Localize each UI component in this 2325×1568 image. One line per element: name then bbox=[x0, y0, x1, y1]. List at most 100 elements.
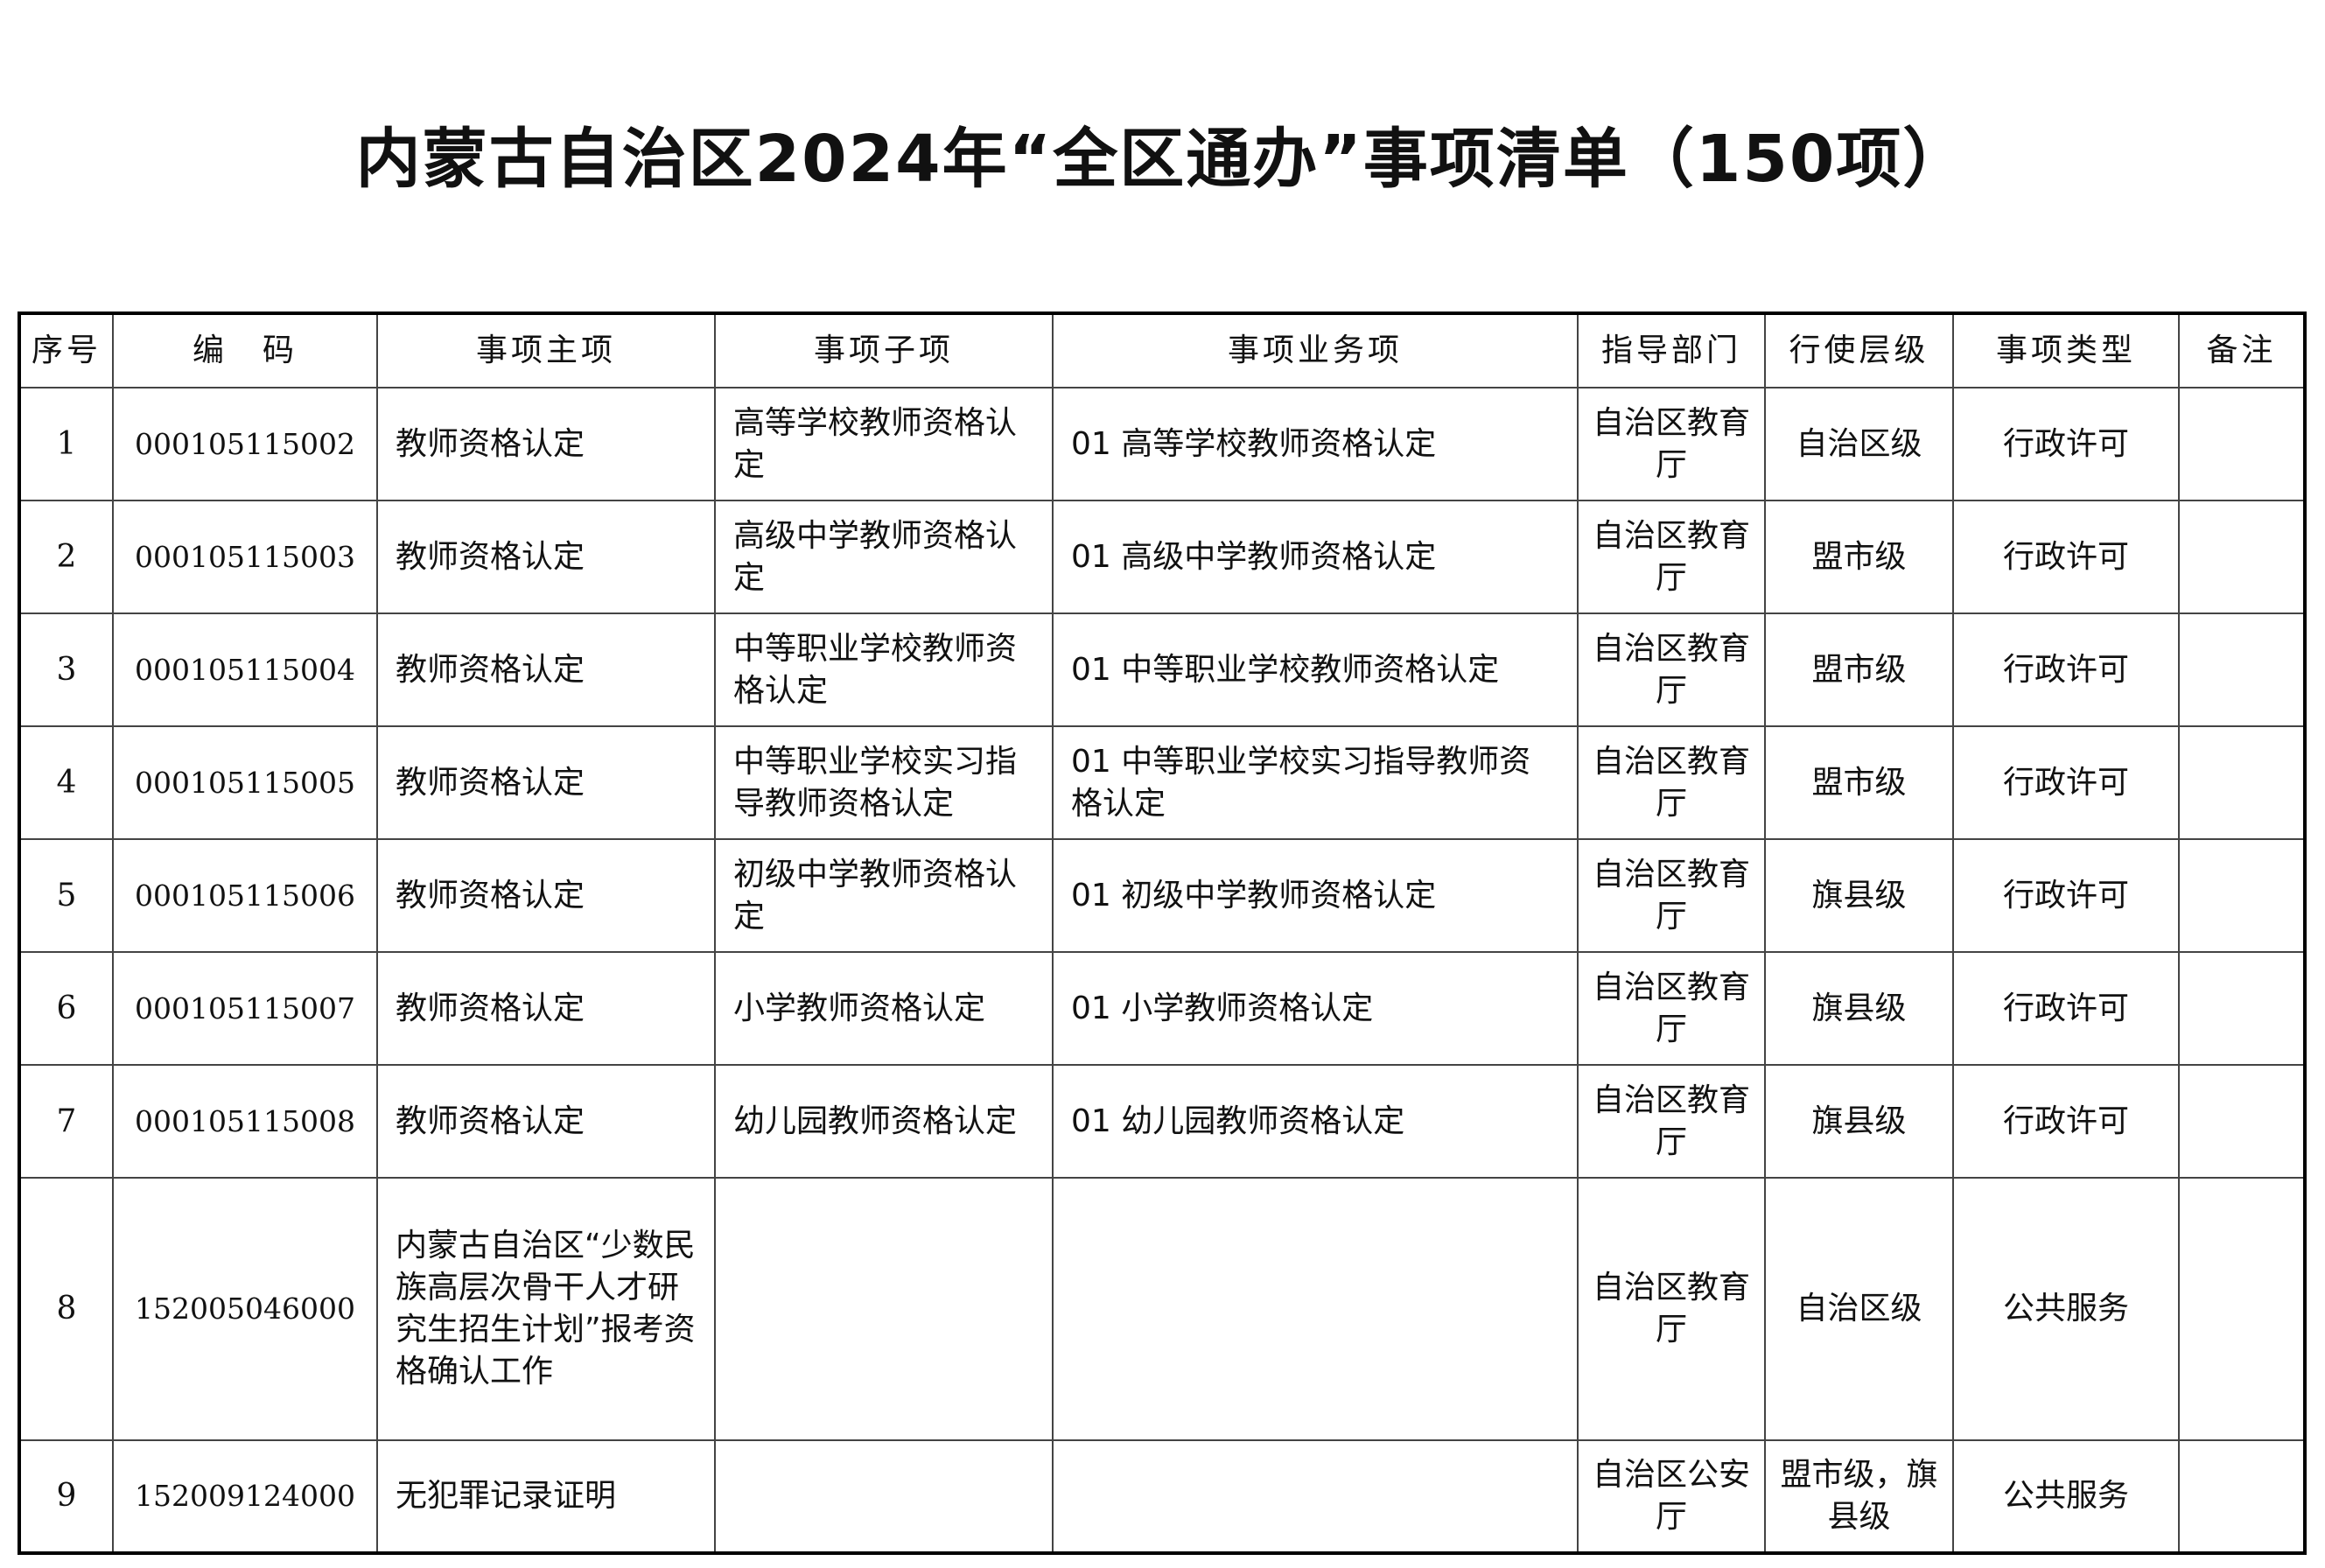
cell-sub: 高等学校教师资格认定 bbox=[714, 387, 1054, 501]
cell-dept: 自治区公安厅 bbox=[1577, 1439, 1766, 1554]
cell-level: 旗县级 bbox=[1764, 1064, 1954, 1179]
column-header-code: 编 码 bbox=[112, 312, 378, 388]
cell-type: 行政许可 bbox=[1952, 500, 2180, 614]
cell-code: 000105115006 bbox=[112, 838, 378, 953]
cell-type: 行政许可 bbox=[1952, 951, 2180, 1066]
cell-note bbox=[2178, 612, 2306, 727]
cell-code: 000105115007 bbox=[112, 951, 378, 1066]
cell-code: 000105115004 bbox=[112, 612, 378, 727]
items-table: 序号编 码事项主项 事项子项 事项业务项 指导部门 行使层级 事项类型 备注 1 000105… bbox=[18, 312, 2307, 1555]
cell-sub: 中等职业学校教师资格认定 bbox=[714, 612, 1054, 727]
cell-no: 2 bbox=[18, 500, 114, 614]
cell-dept: 自治区教育厅 bbox=[1577, 387, 1766, 501]
document-title: 内蒙古自治区2024年“全区通办”事项清单（150项） bbox=[355, 122, 1970, 197]
cell-no: 4 bbox=[18, 725, 114, 840]
column-header-no: 序号 bbox=[18, 312, 114, 388]
column-header-dept: 指导部门 bbox=[1577, 312, 1766, 388]
table-row: 1 000105115002 教师资格认定 高等学校教师资格认定 01 高等学校教师资格… bbox=[18, 387, 2306, 501]
cell-main: 教师资格认定 bbox=[376, 838, 716, 953]
cell-code: 152009124000 bbox=[112, 1439, 378, 1554]
cell-sub bbox=[714, 1177, 1054, 1441]
cell-level: 旗县级 bbox=[1764, 951, 1954, 1066]
cell-business: 01 初级中学教师资格认定 bbox=[1052, 838, 1579, 953]
cell-main: 教师资格认定 bbox=[376, 612, 716, 727]
cell-dept: 自治区教育厅 bbox=[1577, 1177, 1766, 1441]
cell-no: 8 bbox=[18, 1177, 114, 1441]
cell-code: 152005046000 bbox=[112, 1177, 378, 1441]
cell-business bbox=[1052, 1177, 1579, 1441]
cell-dept: 自治区教育厅 bbox=[1577, 1064, 1766, 1179]
table-row: 4 000105115005 教师资格认定 中等职业学校实习指导教师资格认定 01 中等… bbox=[18, 725, 2306, 840]
cell-code: 000105115002 bbox=[112, 387, 378, 501]
cell-type: 公共服务 bbox=[1952, 1177, 2180, 1441]
cell-level: 自治区级 bbox=[1764, 1177, 1954, 1441]
cell-main: 教师资格认定 bbox=[376, 500, 716, 614]
cell-main: 教师资格认定 bbox=[376, 725, 716, 840]
cell-dept: 自治区教育厅 bbox=[1577, 951, 1766, 1066]
cell-business: 01 中等职业学校实习指导教师资格认定 bbox=[1052, 725, 1579, 840]
column-header-main: 事项主项 bbox=[376, 312, 716, 388]
cell-business bbox=[1052, 1439, 1579, 1554]
cell-type: 行政许可 bbox=[1952, 612, 2180, 727]
table-row: 3 000105115004 教师资格认定 中等职业学校教师资格认定 01 中等职业学校… bbox=[18, 612, 2306, 727]
cell-dept: 自治区教育厅 bbox=[1577, 612, 1766, 727]
cell-no: 1 bbox=[18, 387, 114, 501]
cell-note bbox=[2178, 1064, 2306, 1179]
cell-main: 无犯罪记录证明 bbox=[376, 1439, 716, 1554]
cell-note bbox=[2178, 1439, 2306, 1554]
cell-code: 000105115005 bbox=[112, 725, 378, 840]
cell-sub: 中等职业学校实习指导教师资格认定 bbox=[714, 725, 1054, 840]
cell-business: 01 高级中学教师资格认定 bbox=[1052, 500, 1579, 614]
cell-note bbox=[2178, 725, 2306, 840]
cell-no: 9 bbox=[18, 1439, 114, 1554]
cell-level: 自治区级 bbox=[1764, 387, 1954, 501]
header-row: 序号编 码事项主项 事项子项 事项业务项 指导部门 行使层级 事项类型 备注 bbox=[18, 312, 2306, 388]
table-row: 2 000105115003 教师资格认定 高级中学教师资格认定 01 高级中学教师资格… bbox=[18, 500, 2306, 614]
cell-type: 行政许可 bbox=[1952, 725, 2180, 840]
cell-business: 01 小学教师资格认定 bbox=[1052, 951, 1579, 1066]
cell-sub: 高级中学教师资格认定 bbox=[714, 500, 1054, 614]
cell-note bbox=[2178, 1177, 2306, 1441]
cell-no: 6 bbox=[18, 951, 114, 1066]
cell-note bbox=[2178, 838, 2306, 953]
cell-level: 盟市级，旗县级 bbox=[1764, 1439, 1954, 1554]
cell-no: 5 bbox=[18, 838, 114, 953]
cell-main: 教师资格认定 bbox=[376, 387, 716, 501]
cell-type: 行政许可 bbox=[1952, 838, 2180, 953]
cell-business: 01 高等学校教师资格认定 bbox=[1052, 387, 1579, 501]
cell-note bbox=[2178, 387, 2306, 501]
cell-no: 7 bbox=[18, 1064, 114, 1179]
cell-sub bbox=[714, 1439, 1054, 1554]
cell-type: 行政许可 bbox=[1952, 387, 2180, 501]
cell-type: 公共服务 bbox=[1952, 1439, 2180, 1554]
cell-main: 教师资格认定 bbox=[376, 951, 716, 1066]
cell-note bbox=[2178, 951, 2306, 1066]
column-header-level: 行使层级 bbox=[1764, 312, 1954, 388]
table-row: 7 000105115008 教师资格认定 幼儿园教师资格认定 01 幼儿园教师资格认定… bbox=[18, 1064, 2306, 1179]
cell-dept: 自治区教育厅 bbox=[1577, 725, 1766, 840]
cell-main: 教师资格认定 bbox=[376, 1064, 716, 1179]
table-row: 6 000105115007 教师资格认定 小学教师资格认定 01 小学教师资格认定 自治… bbox=[18, 951, 2306, 1066]
cell-sub: 幼儿园教师资格认定 bbox=[714, 1064, 1054, 1179]
cell-dept: 自治区教育厅 bbox=[1577, 500, 1766, 614]
cell-no: 3 bbox=[18, 612, 114, 727]
table-row: 5 000105115006 教师资格认定 初级中学教师资格认定 01 初级中学教师资格… bbox=[18, 838, 2306, 953]
cell-note bbox=[2178, 500, 2306, 614]
cell-code: 000105115008 bbox=[112, 1064, 378, 1179]
cell-level: 盟市级 bbox=[1764, 612, 1954, 727]
cell-main: 内蒙古自治区“少数民族高层次骨干人才研究生招生计划”报考资格确认工作 bbox=[376, 1177, 716, 1441]
column-header-type: 事项类型 bbox=[1952, 312, 2180, 388]
cell-sub: 小学教师资格认定 bbox=[714, 951, 1054, 1066]
column-header-sub: 事项子项 bbox=[714, 312, 1054, 388]
cell-business: 01 中等职业学校教师资格认定 bbox=[1052, 612, 1579, 727]
column-header-business: 事项业务项 bbox=[1052, 312, 1579, 388]
cell-dept: 自治区教育厅 bbox=[1577, 838, 1766, 953]
cell-code: 000105115003 bbox=[112, 500, 378, 614]
cell-sub: 初级中学教师资格认定 bbox=[714, 838, 1054, 953]
cell-business: 01 幼儿园教师资格认定 bbox=[1052, 1064, 1579, 1179]
table-row: 9 152009124000 无犯罪记录证明 自治区公安厅 盟市级，旗县级 公共服务 bbox=[18, 1439, 2306, 1554]
column-header-note: 备注 bbox=[2178, 312, 2306, 388]
cell-level: 旗县级 bbox=[1764, 838, 1954, 953]
cell-level: 盟市级 bbox=[1764, 500, 1954, 614]
table-row: 8 152005046000 内蒙古自治区“少数民族高层次骨干人才研究生招生计划”报… bbox=[18, 1177, 2306, 1441]
